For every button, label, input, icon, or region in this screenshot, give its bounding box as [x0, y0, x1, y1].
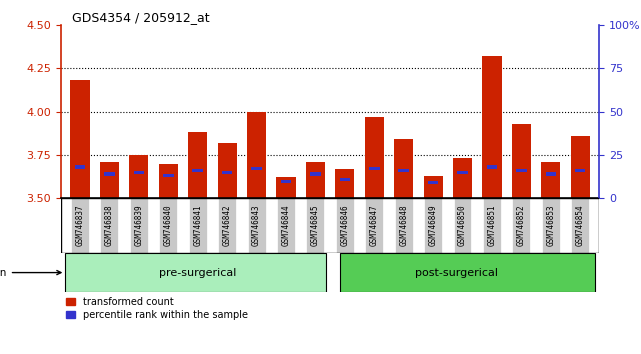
Bar: [428, 181, 438, 184]
Bar: [542, 198, 560, 253]
Text: GSM746853: GSM746853: [546, 205, 555, 246]
Bar: [424, 176, 443, 198]
Bar: [310, 172, 320, 176]
Bar: [365, 117, 384, 198]
Bar: [276, 177, 296, 198]
Bar: [541, 162, 560, 198]
Text: GSM746841: GSM746841: [193, 205, 202, 246]
Legend: transformed count, percentile rank within the sample: transformed count, percentile rank withi…: [66, 297, 248, 320]
Bar: [129, 155, 149, 198]
Text: GSM746854: GSM746854: [576, 205, 585, 246]
Bar: [570, 136, 590, 198]
Bar: [399, 169, 409, 172]
Text: GSM746847: GSM746847: [370, 205, 379, 246]
Bar: [369, 167, 379, 170]
Text: GSM746846: GSM746846: [340, 205, 349, 246]
Bar: [340, 253, 595, 292]
Text: GSM746850: GSM746850: [458, 205, 467, 246]
Text: GSM746843: GSM746843: [252, 205, 261, 246]
Bar: [163, 174, 174, 177]
Text: specimen: specimen: [0, 268, 61, 278]
Bar: [251, 167, 262, 170]
Bar: [365, 198, 383, 253]
Text: pre-surgerical: pre-surgerical: [159, 268, 237, 278]
Bar: [188, 132, 207, 198]
Bar: [512, 198, 530, 253]
Bar: [247, 112, 266, 198]
Bar: [130, 198, 148, 253]
Bar: [545, 172, 556, 176]
Text: GSM746849: GSM746849: [429, 205, 438, 246]
Bar: [217, 143, 237, 198]
Bar: [160, 198, 178, 253]
Bar: [192, 169, 203, 172]
Bar: [516, 169, 527, 172]
Bar: [394, 139, 413, 198]
Bar: [104, 172, 115, 176]
Bar: [277, 198, 295, 253]
Text: GSM746839: GSM746839: [135, 205, 144, 246]
Bar: [335, 169, 354, 198]
Bar: [71, 80, 90, 198]
Text: GSM746844: GSM746844: [281, 205, 290, 246]
Bar: [454, 198, 472, 253]
Bar: [424, 198, 442, 253]
Bar: [457, 171, 468, 174]
Bar: [71, 198, 89, 253]
Text: GSM746852: GSM746852: [517, 205, 526, 246]
Bar: [571, 198, 589, 253]
Bar: [188, 198, 206, 253]
Bar: [336, 198, 354, 253]
Bar: [65, 253, 326, 292]
Text: GSM746842: GSM746842: [222, 205, 231, 246]
Bar: [395, 198, 413, 253]
Bar: [218, 198, 236, 253]
Bar: [512, 124, 531, 198]
Bar: [453, 158, 472, 198]
Text: GDS4354 / 205912_at: GDS4354 / 205912_at: [72, 11, 210, 24]
Bar: [281, 180, 291, 183]
Bar: [306, 198, 324, 253]
Bar: [483, 56, 501, 198]
Bar: [483, 198, 501, 253]
Text: post-surgerical: post-surgerical: [415, 268, 498, 278]
Bar: [159, 164, 178, 198]
Bar: [575, 169, 585, 172]
Bar: [306, 162, 325, 198]
Text: GSM746851: GSM746851: [487, 205, 496, 246]
Bar: [100, 162, 119, 198]
Bar: [75, 165, 85, 169]
Text: GSM746845: GSM746845: [311, 205, 320, 246]
Bar: [487, 165, 497, 169]
Text: GSM746848: GSM746848: [399, 205, 408, 246]
Text: GSM746838: GSM746838: [105, 205, 114, 246]
Bar: [133, 171, 144, 174]
Text: GSM746840: GSM746840: [164, 205, 173, 246]
Bar: [101, 198, 119, 253]
Text: GSM746837: GSM746837: [76, 205, 85, 246]
Bar: [247, 198, 265, 253]
Bar: [222, 171, 233, 174]
Bar: [340, 178, 350, 181]
